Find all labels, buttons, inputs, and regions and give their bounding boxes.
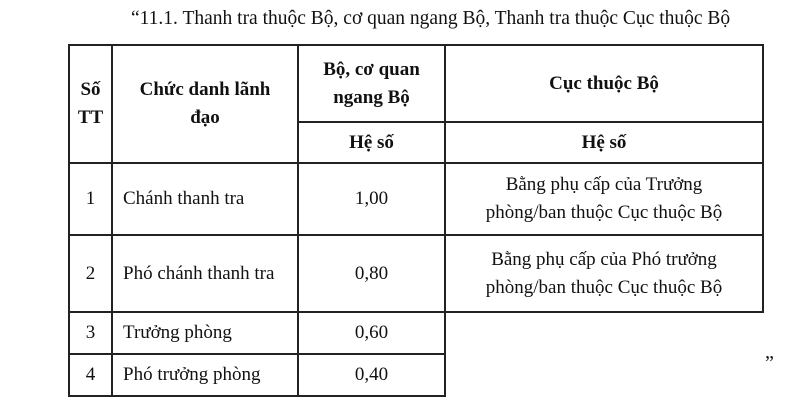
header-position: Chức danh lãnh đạo [111, 44, 299, 164]
section-title: “11.1. Thanh tra thuộc Bộ, cơ quan ngang… [131, 8, 731, 29]
header-department-coefficient: Hệ số [444, 121, 764, 164]
row-4-ministry: 0,40 [297, 353, 446, 397]
row-2-stt: 2 [68, 234, 113, 313]
row-1-position: Chánh thanh tra [111, 162, 299, 236]
row-2-position: Phó chánh thanh tra [111, 234, 299, 313]
header-ministry: Bộ, cơ quan ngang Bộ [297, 44, 446, 123]
header-ministry-coefficient: Hệ số [297, 121, 446, 164]
closing-quote: ” [765, 352, 774, 374]
header-department: Cục thuộc Bộ [444, 44, 764, 123]
row-3-stt: 3 [68, 311, 113, 355]
row-1-ministry: 1,00 [297, 162, 446, 236]
row-2-department: Bằng phụ cấp của Phó trưởng phòng/ban th… [444, 234, 764, 313]
row-4-position: Phó trưởng phòng [111, 353, 299, 397]
header-stt: Số TT [68, 44, 113, 164]
row-1-stt: 1 [68, 162, 113, 236]
row-1-department: Bằng phụ cấp của Trưởng phòng/ban thuộc … [444, 162, 764, 236]
row-3-ministry: 0,60 [297, 311, 446, 355]
row-2-ministry: 0,80 [297, 234, 446, 313]
row-3-position: Trưởng phòng [111, 311, 299, 355]
row-4-stt: 4 [68, 353, 113, 397]
